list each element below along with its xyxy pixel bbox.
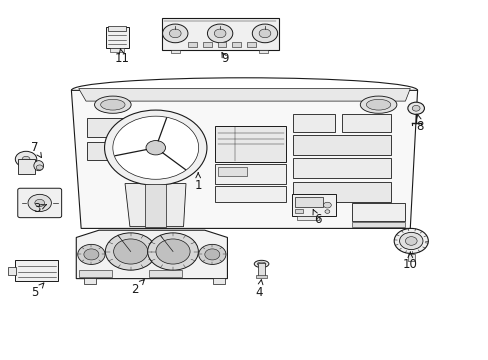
Bar [351,203,405,221]
Bar [8,267,16,275]
Bar [297,216,319,220]
Text: 3: 3 [34,202,46,215]
Bar [215,164,285,184]
Bar [188,42,197,47]
Circle shape [399,232,422,249]
Polygon shape [125,184,185,226]
Bar [203,42,211,47]
Bar [18,159,35,174]
FancyBboxPatch shape [18,188,61,218]
Circle shape [113,116,198,179]
Bar [161,18,278,50]
Bar [215,186,285,202]
Bar [294,209,302,213]
Circle shape [147,233,198,270]
Bar [232,42,241,47]
Bar [351,222,405,227]
Bar [108,26,126,31]
Bar [293,114,334,132]
Bar [259,50,267,53]
Circle shape [15,151,37,167]
Bar [257,263,265,277]
Circle shape [393,228,427,253]
Text: 5: 5 [31,283,44,300]
Bar [105,27,129,48]
Text: 7: 7 [31,141,41,158]
Bar [294,197,323,207]
Bar [255,275,267,278]
Bar [293,158,390,178]
Circle shape [252,24,277,43]
Bar [246,42,255,47]
Ellipse shape [360,96,396,113]
Text: 1: 1 [194,173,202,192]
Bar [83,278,96,284]
Polygon shape [79,89,409,101]
Bar [171,50,180,53]
Bar [407,253,414,261]
Bar [110,48,124,51]
Circle shape [146,140,165,155]
Circle shape [84,249,99,260]
Circle shape [156,239,190,264]
Text: 2: 2 [131,280,144,296]
Circle shape [405,237,416,245]
Bar [215,126,285,162]
Ellipse shape [366,99,390,110]
Ellipse shape [34,161,43,171]
Circle shape [113,239,147,264]
Circle shape [325,210,329,213]
Circle shape [214,29,225,38]
Circle shape [407,102,424,114]
Text: 6: 6 [312,210,321,226]
Circle shape [323,202,330,208]
Bar [341,114,390,132]
Bar [217,167,246,176]
Ellipse shape [94,96,131,113]
Text: 10: 10 [402,252,417,271]
Circle shape [105,233,156,270]
Circle shape [36,165,43,170]
Bar [217,42,226,47]
Bar [293,182,390,202]
Polygon shape [76,230,227,279]
Text: 9: 9 [221,51,228,64]
Bar [148,270,182,277]
Ellipse shape [254,260,268,267]
Circle shape [78,244,105,265]
Bar [15,260,58,281]
Bar [145,184,166,226]
Circle shape [204,249,220,260]
Bar [292,194,335,216]
Ellipse shape [257,262,265,266]
Circle shape [207,24,232,43]
Text: 4: 4 [255,280,263,300]
Circle shape [104,110,206,185]
Circle shape [198,244,225,265]
Text: 8: 8 [415,114,423,133]
Bar [293,135,390,155]
Circle shape [162,24,187,43]
Bar [87,141,122,160]
Bar [87,118,122,137]
Circle shape [35,199,44,207]
Bar [79,270,112,277]
Circle shape [22,156,30,162]
Ellipse shape [101,99,125,110]
Circle shape [411,105,419,111]
Polygon shape [71,90,417,228]
Text: 11: 11 [115,49,130,64]
Bar [212,278,224,284]
Circle shape [259,29,270,38]
Circle shape [28,194,51,212]
Circle shape [169,29,181,38]
